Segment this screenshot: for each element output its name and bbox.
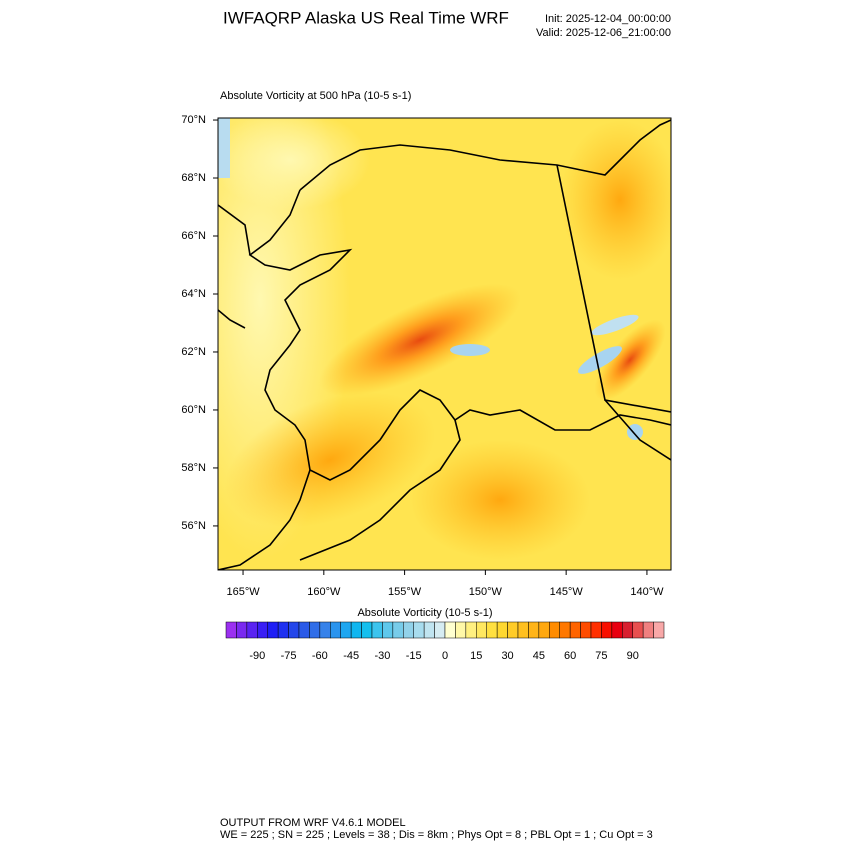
valid-time: Valid: 2025-12-06_21:00:00 [536,27,671,39]
x-tick-label: 150°W [469,586,503,598]
colorbar-label: 75 [595,650,607,662]
colorbar-label: 15 [470,650,482,662]
colorbar-label: 60 [564,650,576,662]
field [218,118,671,570]
colorbar-swatch [580,621,592,639]
colorbar-swatch [476,621,487,639]
colorbar-swatch [225,621,237,639]
colorbar-label: -75 [281,650,297,662]
y-tick-label: 68°N [181,172,206,184]
x-tick-label: 145°W [550,586,584,598]
y-tick-label: 60°N [181,404,206,416]
colorbar-swatch [298,621,310,639]
colorbar-swatch [267,621,279,639]
colorbar-swatch [319,621,331,639]
colorbar-swatch [236,621,248,639]
colorbar-swatch [361,621,373,639]
colorbar-swatch [528,621,540,639]
colorbar-swatch [622,621,633,639]
y-tick-label: 70°N [181,114,206,126]
colorbar-swatch [486,621,498,639]
footer-line: WE = 225 ; SN = 225 ; Levels = 38 ; Dis … [220,829,653,841]
colorbar-label: -30 [374,650,390,662]
colorbar-label: 30 [501,650,513,662]
colorbar-swatch [611,621,623,639]
colorbar-label: 45 [533,650,545,662]
colorbar-swatch [277,621,289,639]
colorbar-swatch [413,621,425,639]
colorbar-swatch [257,621,268,639]
colorbar-swatch [309,621,321,639]
coastline [218,119,671,570]
colorbar-swatch [496,621,508,639]
colorbar-swatch [340,621,352,639]
colorbar-swatch [350,621,362,639]
colorbar-swatch [382,621,394,639]
colorbar-swatch [434,621,446,639]
colorbar-swatch [288,621,300,639]
colorbar-swatch [444,621,456,639]
x-tick-label: 140°W [630,586,664,598]
colorbar-label: 0 [442,650,448,662]
colorbar-swatch [601,621,613,639]
colorbar-label: -90 [249,650,265,662]
colorbar-swatch [403,621,414,639]
x-tick-label: 165°W [226,586,260,598]
colorbar-swatch [569,621,581,639]
colorbar-swatch [455,621,467,639]
footer-line: OUTPUT FROM WRF V4.6.1 MODEL [220,817,406,829]
colorbar-swatch [538,621,550,639]
colorbar-swatch [392,621,404,639]
colorbar-swatch [559,621,571,639]
y-tick-label: 64°N [181,288,206,300]
colorbar-label: -15 [406,650,422,662]
init-time: Init: 2025-12-04_00:00:00 [545,13,671,25]
x-tick-label: 155°W [388,586,422,598]
map-frame [217,117,672,571]
plot-title: Absolute Vorticity at 500 hPa (10-5 s-1) [220,90,411,102]
colorbar-title: Absolute Vorticity (10-5 s-1) [357,607,492,619]
colorbar-label: -45 [343,650,359,662]
y-tick-label: 56°N [181,520,206,532]
colorbar-swatch [590,621,602,639]
colorbar-swatch [632,621,644,639]
y-tick-label: 66°N [181,230,206,242]
colorbar-label: -60 [312,650,328,662]
colorbar-swatch [507,621,519,639]
colorbar-swatch [246,621,258,639]
colorbar-swatch [371,621,383,639]
figure-title: IWFAQRP Alaska US Real Time WRF [223,8,509,27]
y-tick-label: 58°N [181,462,206,474]
colorbar-swatch [423,621,435,639]
colorbar-swatch [549,621,560,639]
colorbar: -90 -75 -60 -45 -30 -15 0 15 30 45 60 75 90 [225,621,665,662]
y-tick-label: 62°N [181,346,206,358]
colorbar-swatch [517,621,529,639]
x-tick-label: 160°W [307,586,341,598]
colorbar-label: 90 [627,650,639,662]
colorbar-swatch [642,621,654,639]
colorbar-swatch [465,621,477,639]
colorbar-swatch [653,621,665,639]
colorbar-swatch [330,621,341,639]
